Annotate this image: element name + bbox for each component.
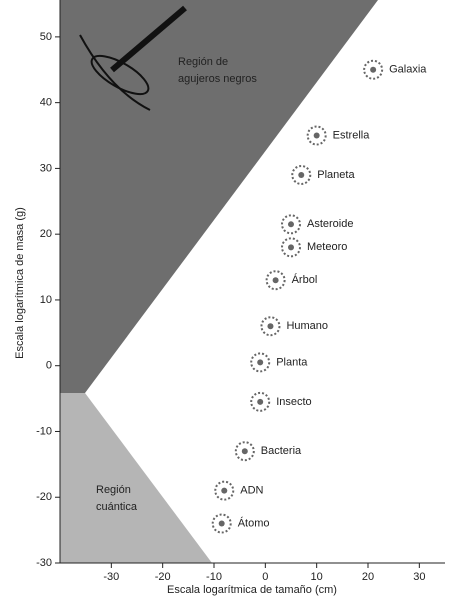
y-tick-label: -10 xyxy=(36,425,52,437)
object-marker xyxy=(363,59,384,80)
object-label: Átomo xyxy=(238,516,270,529)
x-tick-label: -20 xyxy=(155,571,171,583)
object-marker xyxy=(281,214,301,235)
object-core xyxy=(257,398,264,405)
y-axis-label: Escala logarítmica de masa (g) xyxy=(14,207,26,359)
x-tick-label: -30 xyxy=(103,571,119,583)
y-tick-label: 50 xyxy=(40,31,52,43)
object-label: Meteoro xyxy=(307,241,347,253)
x-tick-label: 20 xyxy=(362,571,374,583)
black-hole-region xyxy=(60,0,378,393)
region-label: Región de xyxy=(178,56,228,68)
object-marker xyxy=(214,480,235,501)
object-label: Estrella xyxy=(333,129,371,141)
object-label: Árbol xyxy=(292,273,318,286)
object-marker xyxy=(250,391,271,412)
object-label: Planta xyxy=(276,356,308,368)
object-core xyxy=(218,520,225,527)
object-label: Insecto xyxy=(276,396,311,408)
object-marker xyxy=(306,125,327,146)
x-tick-label: -10 xyxy=(206,571,222,583)
quantum-region xyxy=(60,393,212,563)
x-tick-label: 0 xyxy=(262,571,268,583)
y-tick-label: -30 xyxy=(36,557,52,569)
object-marker xyxy=(234,441,255,462)
object-marker xyxy=(211,513,232,534)
object-label: Asteroide xyxy=(307,218,353,230)
region-label: cuántica xyxy=(96,501,138,513)
object-marker xyxy=(265,270,286,291)
object-core xyxy=(221,487,228,494)
object-core xyxy=(370,66,377,73)
object-marker xyxy=(260,316,281,337)
object-marker xyxy=(291,164,312,185)
object-core xyxy=(298,171,305,178)
object-core xyxy=(313,132,320,139)
object-label: Galaxia xyxy=(389,64,427,76)
y-tick-label: 20 xyxy=(40,228,52,240)
object-label: Planeta xyxy=(317,169,355,181)
x-tick-label: 30 xyxy=(413,571,425,583)
region-label: Región xyxy=(96,484,131,496)
object-marker xyxy=(250,352,271,373)
y-tick-label: 40 xyxy=(40,97,52,109)
object-core xyxy=(267,323,274,330)
object-core xyxy=(288,244,294,251)
object-core xyxy=(272,277,279,284)
object-core xyxy=(241,448,248,455)
object-core xyxy=(288,221,294,228)
object-label: Humano xyxy=(286,320,328,332)
object-marker xyxy=(281,237,301,258)
object-label: Bacteria xyxy=(261,445,302,457)
y-tick-label: 30 xyxy=(40,162,52,174)
object-core xyxy=(257,359,264,366)
region-label: agujeros negros xyxy=(178,73,257,85)
object-label: ADN xyxy=(240,485,263,497)
black-hole-icon xyxy=(79,5,187,111)
y-tick-label: 0 xyxy=(46,360,52,372)
x-tick-label: 10 xyxy=(311,571,323,583)
x-axis-label: Escala logarítmica de tamaño (cm) xyxy=(167,584,337,596)
y-tick-label: -20 xyxy=(36,491,52,503)
y-tick-label: 10 xyxy=(40,294,52,306)
